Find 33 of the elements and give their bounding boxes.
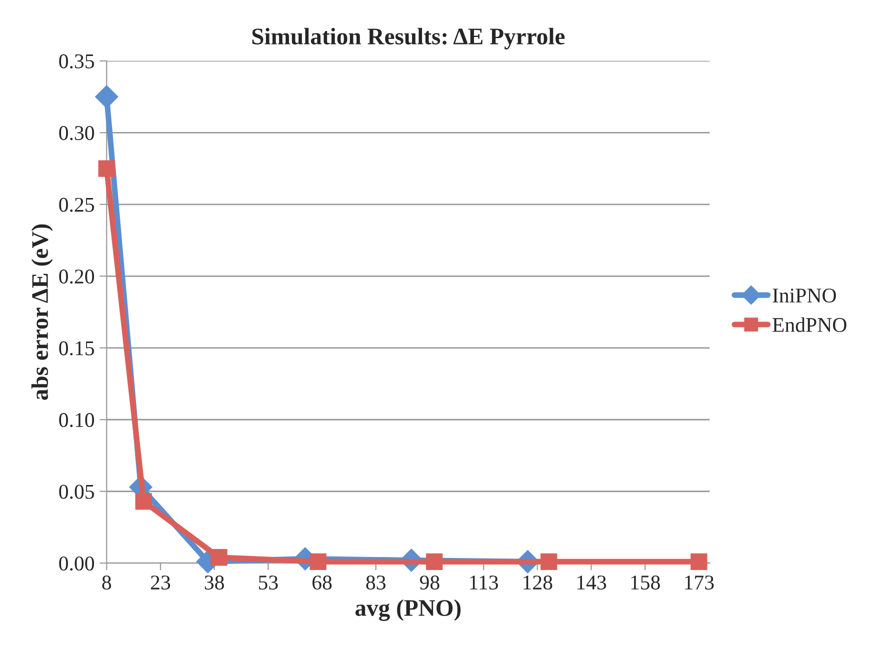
x-tick-label: 143 bbox=[577, 576, 606, 590]
point bbox=[135, 493, 152, 510]
point bbox=[310, 553, 326, 570]
x-tick-label: 128 bbox=[524, 576, 552, 590]
chart-title: Simulation Results: ΔE Pyrrole bbox=[252, 28, 565, 50]
point bbox=[98, 160, 115, 177]
legend-label: EndPNO bbox=[772, 317, 846, 332]
y-tick-label: 0.00 bbox=[59, 556, 94, 571]
y-axis-title: abs error ΔE (eV) bbox=[31, 224, 53, 400]
point bbox=[690, 553, 708, 570]
legend-label: IniPNO bbox=[772, 288, 836, 303]
x-tick-label: 68 bbox=[312, 576, 332, 590]
y-tick-label: 0.05 bbox=[59, 484, 94, 499]
x-tick-label: 173 bbox=[685, 576, 714, 590]
point bbox=[210, 549, 228, 566]
point bbox=[95, 85, 118, 108]
x-axis-title: avg (PNO) bbox=[355, 599, 461, 621]
y-tick-label: 0.20 bbox=[59, 270, 94, 284]
point bbox=[426, 553, 443, 570]
x-tick-label: 23 bbox=[150, 576, 170, 590]
point bbox=[540, 553, 558, 570]
x-tick-label: 113 bbox=[470, 576, 498, 590]
y-tick-label: 0.15 bbox=[59, 341, 94, 356]
x-tick-label: 158 bbox=[631, 576, 660, 590]
x-tick-label: 8 bbox=[102, 576, 112, 590]
x-tick-label: 83 bbox=[366, 576, 386, 590]
y-tick-label: 0.25 bbox=[59, 198, 94, 212]
x-tick-label: 38 bbox=[204, 576, 224, 590]
y-tick-label: 0.35 bbox=[59, 54, 94, 68]
y-tick-label: 0.30 bbox=[59, 126, 94, 140]
y-tick-label: 0.10 bbox=[59, 413, 94, 428]
x-tick-label: 53 bbox=[258, 576, 278, 590]
x-tick-label: 98 bbox=[420, 576, 440, 590]
